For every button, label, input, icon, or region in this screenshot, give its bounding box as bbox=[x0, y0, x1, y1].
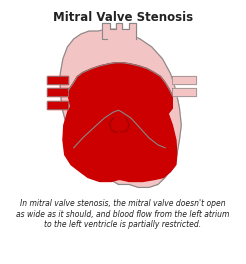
Polygon shape bbox=[60, 29, 181, 187]
Text: Mitral Valve Stenosis: Mitral Valve Stenosis bbox=[53, 11, 193, 24]
Polygon shape bbox=[63, 75, 177, 181]
Polygon shape bbox=[172, 88, 197, 96]
Polygon shape bbox=[102, 23, 137, 39]
Polygon shape bbox=[68, 63, 172, 118]
Polygon shape bbox=[172, 76, 197, 83]
Polygon shape bbox=[47, 88, 68, 96]
Polygon shape bbox=[47, 101, 68, 109]
Polygon shape bbox=[47, 76, 68, 83]
Text: In mitral valve stenosis, the mitral valve doesn't open
as wide as it should, an: In mitral valve stenosis, the mitral val… bbox=[16, 199, 230, 229]
